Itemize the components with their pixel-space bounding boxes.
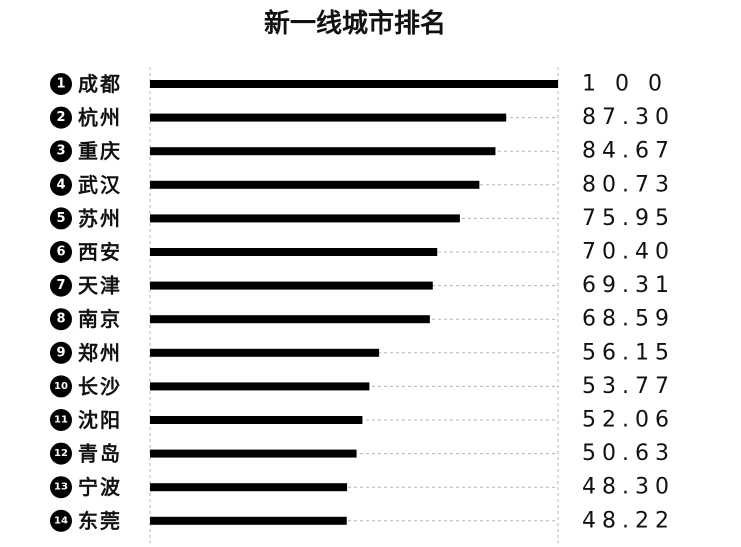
bar	[150, 214, 460, 223]
rank-badge	[50, 106, 72, 129]
rank-badge	[50, 341, 72, 364]
rank-label: 14	[54, 515, 68, 526]
value-label: 56.15	[582, 340, 675, 365]
bar	[150, 80, 558, 88]
rank-label: 10	[54, 381, 68, 392]
bar	[150, 248, 438, 256]
chart-title: 新一线城市排名	[264, 8, 446, 39]
value-label: 48.30	[582, 475, 675, 500]
rank-label: 11	[54, 415, 68, 426]
bar	[150, 483, 348, 492]
category-label: 杭州	[78, 106, 122, 130]
value-label: 69.31	[582, 273, 675, 298]
rank-label: 5	[56, 211, 65, 226]
rank-label: 6	[56, 245, 65, 260]
category-label: 南京	[78, 307, 122, 331]
bar	[150, 382, 370, 391]
category-label: 宁波	[78, 475, 122, 499]
value-label: 50.63	[582, 441, 675, 466]
value-label: 84.67	[582, 139, 675, 164]
rank-badge	[50, 140, 72, 163]
bar	[150, 348, 380, 357]
rank-badge	[50, 409, 72, 431]
bar	[150, 147, 496, 156]
bar	[150, 449, 357, 458]
rank-label: 4	[56, 177, 65, 192]
rank-badge	[50, 442, 72, 465]
category-label: 长沙	[78, 374, 122, 398]
category-label: 沈阳	[78, 408, 122, 432]
rank-label: 9	[56, 345, 65, 360]
rank-label: 13	[54, 482, 68, 493]
rank-badge	[50, 509, 72, 532]
bar	[150, 416, 363, 424]
rank-badge	[50, 375, 72, 398]
bars-layer	[150, 80, 558, 525]
value-label: 68.59	[582, 307, 675, 332]
value-label: 53.77	[582, 374, 675, 399]
category-label: 重庆	[78, 139, 122, 163]
grid-layer	[149, 67, 559, 543]
category-label: 东莞	[78, 509, 122, 533]
value-label: 1 0 0	[582, 72, 668, 97]
value-label: 70.40	[582, 240, 675, 265]
bar	[150, 281, 433, 290]
rank-badge	[50, 73, 72, 95]
bar	[150, 516, 347, 525]
rank-badge	[50, 173, 72, 196]
category-label: 青岛	[78, 442, 122, 466]
bar	[150, 180, 480, 189]
rank-label: 12	[54, 448, 68, 459]
category-label: 天津	[78, 274, 122, 298]
rank-label: 3	[56, 144, 65, 159]
rank-badge	[50, 207, 72, 230]
category-label: 西安	[78, 240, 122, 264]
rank-label: 8	[56, 312, 65, 327]
rank-badge	[50, 308, 72, 331]
category-label: 苏州	[78, 206, 122, 230]
rank-label: 2	[56, 110, 65, 125]
value-label: 48.22	[582, 508, 675, 533]
value-label: 87.30	[582, 105, 675, 130]
rank-label: 7	[56, 278, 65, 293]
labels-layer: 1 成都 1 0 0 2 杭州 87.30 3 重庆 84.67 4 武汉 80.73 5 苏州 75.95…	[50, 72, 675, 533]
rank-badge	[50, 476, 72, 499]
value-label: 52.06	[582, 408, 675, 433]
category-label: 武汉	[78, 173, 122, 197]
bar	[150, 315, 430, 324]
category-label: 郑州	[78, 341, 122, 365]
rank-badge	[50, 241, 72, 263]
category-label: 成都	[78, 72, 122, 96]
rank-label: 1	[56, 77, 65, 92]
bar	[150, 113, 507, 122]
value-label: 80.73	[582, 172, 675, 197]
value-label: 75.95	[582, 206, 675, 231]
rank-badge	[50, 274, 72, 297]
